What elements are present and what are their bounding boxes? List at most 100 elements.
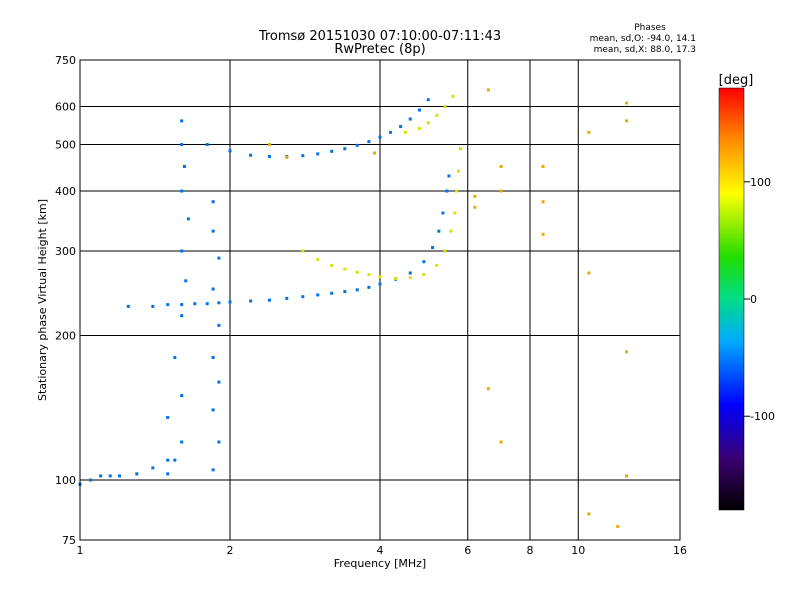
echo-point (373, 151, 377, 155)
echo-point (587, 271, 591, 275)
echo-point (408, 117, 412, 121)
x-tick-label: 4 (377, 544, 384, 557)
echo-point (173, 355, 177, 359)
echo-point (437, 229, 441, 233)
echo-point (426, 98, 430, 102)
echo-point (228, 149, 232, 153)
echo-point (217, 440, 221, 444)
echo-point (426, 121, 430, 125)
echo-point (330, 149, 334, 153)
echo-point (422, 260, 426, 264)
x-tick-label: 6 (464, 544, 471, 557)
echo-point (180, 303, 184, 307)
echo-point (166, 458, 170, 462)
echo-point (186, 217, 190, 221)
echo-point (267, 143, 271, 147)
echo-point (625, 474, 629, 478)
echo-point (458, 147, 462, 151)
echo-point (445, 189, 449, 193)
echo-point (217, 256, 221, 260)
colorbar (718, 87, 745, 511)
echo-point (267, 298, 271, 302)
echo-point (355, 143, 359, 147)
echo-point (166, 415, 170, 419)
y-tick-label: 200 (55, 330, 76, 343)
echo-point (473, 205, 477, 209)
echo-point (180, 314, 184, 318)
echo-point (211, 468, 215, 472)
echo-point (182, 164, 186, 168)
echo-point (378, 275, 382, 279)
echo-point (135, 472, 139, 476)
y-tick-label: 300 (55, 245, 76, 258)
echo-point (126, 304, 130, 308)
echo-point (180, 249, 184, 253)
echo-point (180, 143, 184, 147)
echo-point (249, 299, 253, 303)
echo-point (180, 440, 184, 444)
echo-point (625, 350, 629, 354)
y-tick-label: 400 (55, 185, 76, 198)
echo-point (180, 189, 184, 193)
echo-point (422, 273, 426, 277)
x-tick-label: 16 (673, 544, 687, 557)
echo-point (316, 152, 320, 156)
echo-point (435, 263, 439, 267)
chart-title: Tromsø 20151030 07:10:00-07:11:43 (258, 29, 501, 44)
echo-point (625, 101, 629, 105)
echo-point (541, 164, 545, 168)
echo-point (301, 249, 305, 253)
echo-point (166, 472, 170, 476)
echo-point (441, 211, 445, 215)
echo-point (217, 323, 221, 327)
echo-point (180, 394, 184, 398)
y-tick-label: 750 (55, 54, 76, 67)
echo-point (389, 130, 393, 134)
echo-point (180, 119, 184, 123)
echo-point (453, 211, 457, 215)
echo-point (499, 189, 503, 193)
x-tick-label: 8 (527, 544, 534, 557)
colorbar-tick-label: 0 (750, 293, 757, 306)
echo-point (367, 285, 371, 289)
echo-point (473, 194, 477, 198)
echo-point (447, 174, 451, 178)
echo-point (343, 290, 347, 294)
echo-point (301, 154, 305, 158)
echo-point (355, 270, 359, 274)
echo-point (193, 302, 197, 306)
y-tick-label: 600 (55, 101, 76, 114)
echo-point (378, 135, 382, 139)
echo-point (435, 113, 439, 117)
echo-point (205, 302, 209, 306)
x-tick-label: 2 (227, 544, 234, 557)
echo-point (355, 288, 359, 292)
y-axis-label: Stationary phase Virtual Height [km] (36, 199, 49, 401)
echo-point (173, 458, 177, 462)
echo-point (108, 474, 112, 478)
echo-point (499, 164, 503, 168)
echo-point (408, 276, 412, 280)
echo-point (249, 153, 253, 157)
echo-point (486, 387, 490, 391)
echo-point (541, 232, 545, 236)
colorbar-tick-label: -100 (750, 410, 775, 423)
echo-point (587, 130, 591, 134)
echo-point (285, 296, 289, 300)
echo-point (343, 147, 347, 151)
echo-point (451, 94, 455, 98)
echo-point (285, 155, 289, 159)
echo-point (499, 440, 503, 444)
x-axis-label: Frequency [MHz] (334, 557, 426, 570)
echo-point (211, 200, 215, 204)
echo-point (151, 466, 155, 470)
echo-point (330, 291, 334, 295)
echo-point (211, 408, 215, 412)
legend-line-x: mean, sd,X: 88.0, 17.3 (594, 45, 696, 55)
echo-point (417, 126, 421, 130)
echo-point (330, 263, 334, 267)
echo-point (151, 304, 155, 308)
echo-point (625, 119, 629, 123)
